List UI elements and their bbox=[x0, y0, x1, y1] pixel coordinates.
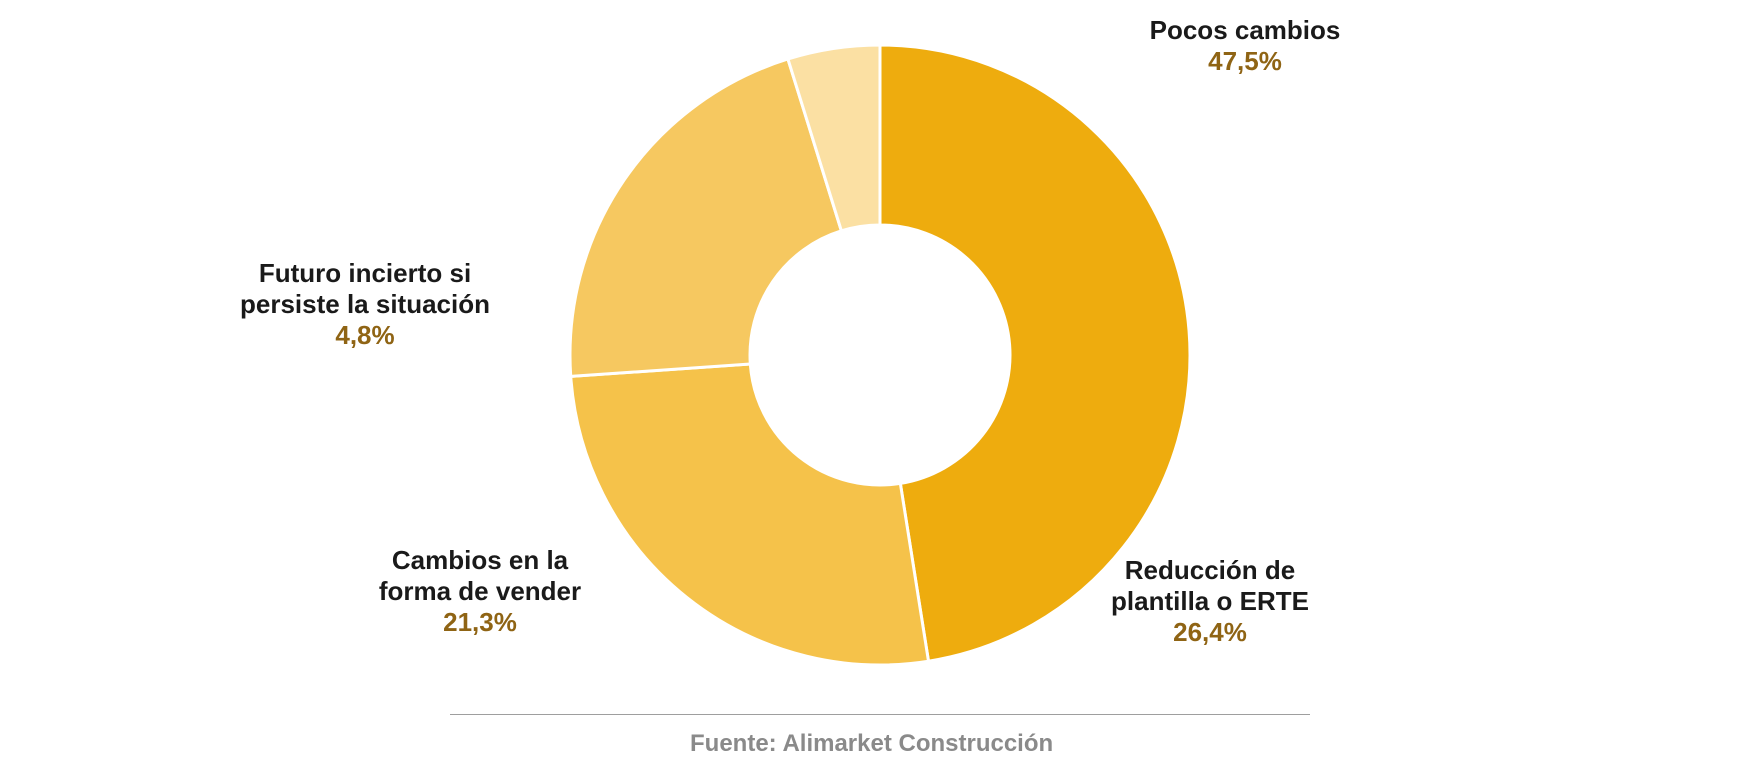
footer-rule bbox=[450, 714, 1310, 715]
label-reduccion: Reducción deplantilla o ERTE26,4% bbox=[1060, 555, 1360, 649]
label-title-reduccion: Reducción de bbox=[1060, 555, 1360, 586]
label-title-futuro: persiste la situación bbox=[185, 289, 545, 320]
label-futuro: Futuro incierto sipersiste la situación4… bbox=[185, 258, 545, 352]
slice-cambios bbox=[570, 59, 841, 376]
label-pocos: Pocos cambios47,5% bbox=[1095, 15, 1395, 77]
label-title-reduccion: plantilla o ERTE bbox=[1060, 586, 1360, 617]
footer-source: Fuente: Alimarket Construcción bbox=[690, 730, 1053, 758]
label-value-cambios: 21,3% bbox=[330, 607, 630, 638]
label-title-futuro: Futuro incierto si bbox=[185, 258, 545, 289]
label-title-cambios: Cambios en la bbox=[330, 545, 630, 576]
label-value-pocos: 47,5% bbox=[1095, 46, 1395, 77]
label-title-cambios: forma de vender bbox=[330, 576, 630, 607]
donut-chart bbox=[0, 0, 1760, 767]
label-value-reduccion: 26,4% bbox=[1060, 617, 1360, 648]
label-title-pocos: Pocos cambios bbox=[1095, 15, 1395, 46]
label-cambios: Cambios en laforma de vender21,3% bbox=[330, 545, 630, 639]
label-value-futuro: 4,8% bbox=[185, 320, 545, 351]
